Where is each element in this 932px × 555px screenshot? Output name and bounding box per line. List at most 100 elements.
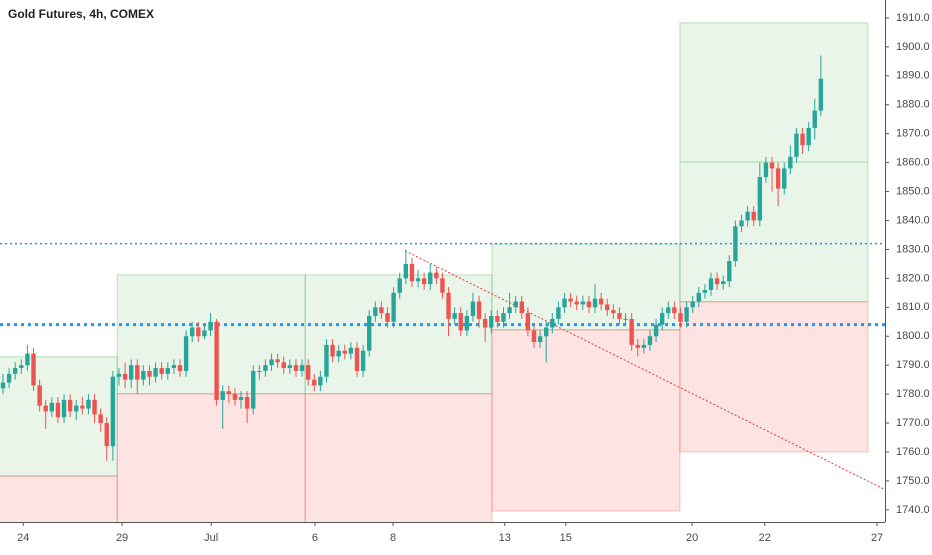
candle-body — [708, 278, 714, 290]
candle-body — [568, 298, 573, 302]
x-tick-label: 6 — [312, 532, 318, 544]
candle-body — [13, 368, 18, 374]
candle-body — [190, 327, 195, 337]
x-tick-label: 13 — [499, 532, 511, 544]
candle-body — [196, 327, 201, 337]
y-tick-label: 1760.0 — [896, 446, 930, 458]
y-tick-label: 1910.0 — [896, 12, 930, 24]
candle-body — [629, 318, 634, 345]
zone-upper — [679, 22, 869, 303]
candle-body — [562, 298, 567, 308]
candle-body — [537, 336, 543, 343]
candle-body — [659, 313, 665, 325]
x-tick-label: Jul — [204, 532, 218, 544]
candle-body — [818, 78, 824, 111]
candle-body — [391, 292, 396, 322]
candle-body — [458, 313, 463, 331]
candle-body — [226, 391, 232, 395]
candle-body — [373, 307, 378, 316]
y-tick-label: 1830.0 — [896, 243, 930, 255]
zone-lower — [0, 475, 118, 522]
candle-body — [110, 376, 116, 447]
candle-body — [397, 278, 402, 293]
y-tick-label: 1740.0 — [896, 504, 930, 516]
candle-body — [135, 365, 140, 380]
candle-body — [495, 315, 500, 322]
candle-body — [690, 301, 695, 308]
candle-body — [232, 394, 238, 400]
zone-upper — [491, 243, 681, 331]
candle-body — [385, 313, 390, 322]
candle-body — [202, 330, 207, 337]
candle-body — [544, 327, 549, 337]
candle-body — [360, 350, 366, 371]
zone-lower — [679, 301, 869, 453]
trend-line — [405, 250, 885, 491]
candle-body — [605, 304, 610, 311]
candle-body — [421, 278, 427, 285]
candle-body — [794, 133, 799, 157]
candle-body — [37, 385, 42, 406]
candle-body — [281, 362, 286, 369]
candle-body — [214, 321, 219, 400]
candle-body — [293, 365, 299, 371]
axes: 1740.0 1750.0 1760.0 1770.0 1780.0 1790.0 1800… — [17, 12, 930, 544]
candle-body — [476, 301, 482, 319]
candle-body — [98, 414, 103, 424]
candle-body — [525, 313, 531, 331]
y-tick-label: 1840.0 — [896, 214, 930, 226]
x-tick-label: 15 — [560, 532, 572, 544]
candle-body — [519, 301, 524, 314]
zone-lower — [491, 329, 681, 512]
candle-body — [318, 376, 323, 386]
candle-body — [531, 330, 537, 343]
candle-body — [452, 313, 457, 319]
candle-body — [55, 402, 61, 418]
y-tick-label: 1780.0 — [896, 388, 930, 400]
candle-body — [641, 344, 647, 348]
y-tick-label: 1890.0 — [896, 70, 930, 82]
candle-body — [501, 313, 506, 322]
y-tick-label: 1770.0 — [896, 417, 930, 429]
y-tick-label: 1820.0 — [896, 272, 930, 284]
candle-body — [446, 292, 451, 319]
candle-body — [31, 353, 36, 386]
candle-body — [678, 313, 683, 322]
candle-body — [592, 298, 598, 308]
candle-body — [574, 301, 579, 305]
candle-body — [513, 301, 518, 308]
candle-body — [757, 177, 763, 221]
candle-body — [409, 263, 415, 282]
candle-body — [580, 301, 586, 305]
candle-body — [287, 365, 293, 369]
candle-body — [86, 399, 91, 409]
candle-body — [464, 315, 470, 331]
zone-lower — [304, 393, 493, 522]
candle-body — [128, 365, 134, 380]
candle-body — [403, 263, 409, 279]
candle-body — [739, 220, 744, 227]
candle-body — [769, 162, 775, 169]
candle-body — [507, 307, 512, 314]
candle-body — [220, 391, 225, 400]
candle-body — [556, 307, 561, 319]
candle-body — [275, 359, 280, 363]
candle-body — [80, 405, 85, 409]
candle-body — [147, 370, 152, 377]
candle-body — [159, 368, 164, 374]
zone-lower — [116, 393, 306, 522]
candle-body — [305, 365, 311, 380]
candle-body — [367, 315, 372, 351]
candle-body — [244, 396, 250, 409]
candle-body — [336, 350, 341, 357]
x-tick-label: 24 — [17, 532, 29, 544]
y-tick-label: 1880.0 — [896, 99, 930, 111]
candle-body — [672, 307, 677, 314]
candle-body — [49, 402, 55, 412]
candle-body — [806, 127, 811, 146]
candle-body — [25, 353, 30, 366]
candle-body — [635, 344, 640, 348]
candle-body — [440, 278, 445, 293]
x-tick-label: 8 — [390, 532, 396, 544]
